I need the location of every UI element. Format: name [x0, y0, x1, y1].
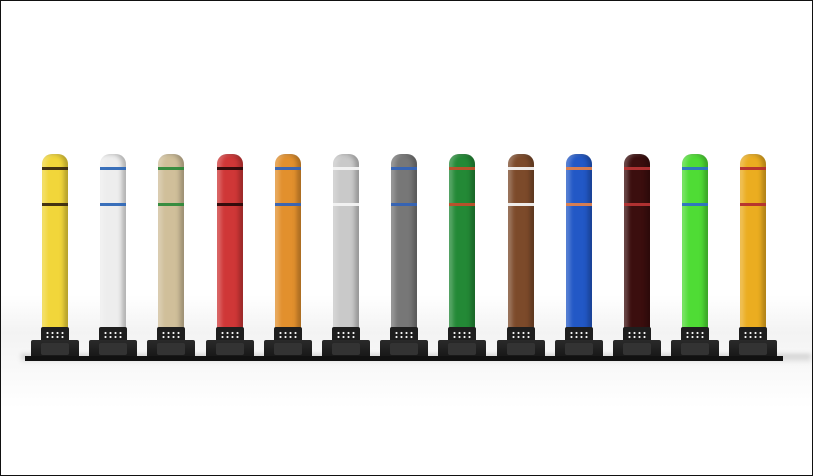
base-plate — [665, 356, 726, 361]
reflective-band — [449, 167, 476, 170]
bollard-base — [496, 340, 545, 358]
base-plate — [141, 356, 202, 361]
bollard-post — [607, 151, 667, 363]
bollard-sleeve — [274, 154, 301, 335]
bollard-post — [374, 151, 435, 363]
reflective-band — [391, 167, 418, 170]
reflective-band — [565, 203, 592, 206]
bollard-collar — [332, 327, 360, 343]
bollard-collar — [273, 327, 302, 343]
bollard-base — [147, 340, 196, 358]
bollard-post — [548, 151, 609, 363]
bollard-base — [263, 340, 312, 358]
bollard-base — [438, 340, 487, 358]
base-plate — [83, 356, 144, 361]
reflective-band — [624, 167, 650, 170]
bollard-post — [316, 151, 376, 363]
bollard-collar — [215, 327, 244, 343]
base-plate — [723, 356, 784, 361]
bollard-post — [83, 151, 144, 363]
bollard-collar — [506, 327, 535, 343]
reflective-band — [333, 203, 359, 206]
bollard-collar — [739, 327, 768, 343]
reflective-band — [449, 203, 476, 206]
bollard-base — [322, 340, 370, 358]
bollard-base — [205, 340, 254, 358]
bollard-base — [380, 340, 429, 358]
bollard-collar — [681, 327, 710, 343]
bollard-collar — [448, 327, 477, 343]
bollard-post — [25, 151, 85, 363]
reflective-band — [42, 167, 68, 170]
reflective-band — [391, 203, 418, 206]
bollard-sleeve — [565, 154, 592, 335]
reflective-band — [333, 167, 359, 170]
base-plate — [374, 356, 435, 361]
reflective-band — [682, 167, 709, 170]
bollard-sleeve — [42, 154, 68, 335]
reflective-band — [682, 203, 709, 206]
reflective-band — [624, 203, 650, 206]
bollard-base — [554, 340, 603, 358]
bollard-post — [199, 151, 260, 363]
bollard-post — [257, 151, 318, 363]
base-plate — [25, 356, 85, 361]
bollard-sleeve — [100, 154, 127, 335]
reflective-band — [565, 167, 592, 170]
reflective-band — [274, 167, 301, 170]
bollard-base — [31, 340, 79, 358]
bollard-collar — [157, 327, 186, 343]
bollard-sleeve — [391, 154, 418, 335]
base-plate — [490, 356, 551, 361]
bollard-collar — [99, 327, 128, 343]
bollard-collar — [390, 327, 419, 343]
bollard-base — [729, 340, 778, 358]
base-plate — [548, 356, 609, 361]
bollard-sleeve — [158, 154, 185, 335]
bollard-base — [613, 340, 661, 358]
base-plate — [432, 356, 493, 361]
bollard-sleeve — [624, 154, 650, 335]
bollard-post — [723, 151, 784, 363]
reflective-band — [740, 167, 767, 170]
bollard-sleeve — [507, 154, 534, 335]
base-plate — [257, 356, 318, 361]
reflective-band — [100, 167, 127, 170]
bollard-sleeve — [216, 154, 243, 335]
bollard-post — [490, 151, 551, 363]
base-plate — [607, 356, 667, 361]
reflective-band — [740, 203, 767, 206]
bollard-collar — [564, 327, 593, 343]
reflective-band — [507, 167, 534, 170]
bollard-sleeve — [682, 154, 709, 335]
bollard-post — [432, 151, 493, 363]
bollard-collar — [41, 327, 69, 343]
reflective-band — [42, 203, 68, 206]
bollard-base — [671, 340, 720, 358]
reflective-band — [507, 203, 534, 206]
bollard-sleeve — [333, 154, 359, 335]
reflective-band — [158, 203, 185, 206]
reflective-band — [216, 203, 243, 206]
bollard-post — [665, 151, 726, 363]
reflective-band — [216, 167, 243, 170]
bollard-collar — [623, 327, 651, 343]
bollard-base — [89, 340, 138, 358]
bollard-post — [141, 151, 202, 363]
reflective-band — [158, 167, 185, 170]
bollard-sleeve — [449, 154, 476, 335]
base-plate — [199, 356, 260, 361]
bollard-sleeve — [740, 154, 767, 335]
reflective-band — [100, 203, 127, 206]
reflective-band — [274, 203, 301, 206]
base-plate — [316, 356, 376, 361]
